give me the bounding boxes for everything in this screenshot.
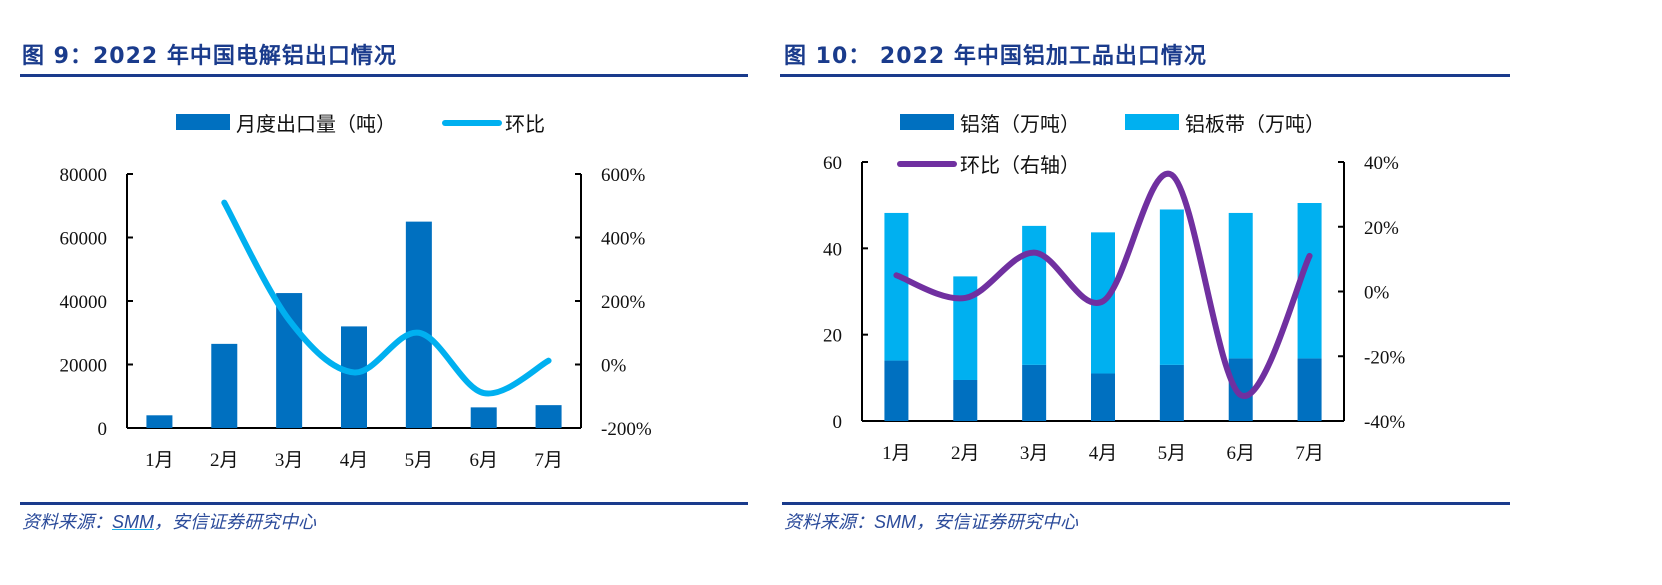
left-tick-label: 60000	[60, 229, 108, 250]
bar	[1022, 225, 1047, 365]
figure-10-panel: 图 10： 2022 年中国铝加工品出口情况 0 20 40 60 -40% -20% 0%…	[780, 0, 1662, 585]
legend-label: 环比（右轴）	[960, 154, 1080, 177]
right-tick-label: 40%	[1364, 153, 1399, 174]
left-tick-label: 0	[98, 419, 108, 440]
figure-9-title: 图 9：2022 年中国电解铝出口情况	[22, 44, 397, 69]
right-tick-label: 600%	[601, 165, 646, 186]
figure-10-chart: 0 20 40 60 -40% -20% 0% 20% 40% 1月 2月 3月 4月 5月 6月 7月 铝箔（…	[823, 113, 1405, 464]
line-series	[893, 170, 1313, 399]
bar	[1091, 373, 1115, 421]
bar	[146, 415, 173, 428]
bar	[276, 293, 303, 428]
right-tick-label: 400%	[601, 229, 646, 250]
bar	[1159, 209, 1184, 365]
x-tick-label: 2月	[210, 450, 239, 471]
figure-9-top-rule	[20, 74, 748, 77]
left-tick-label: 60	[823, 153, 842, 174]
x-tick-label: 5月	[1158, 443, 1187, 464]
x-tick-label: 4月	[340, 450, 369, 471]
figure-10-title: 图 10： 2022 年中国铝加工品出口情况	[784, 44, 1207, 69]
source-suffix: ，安信证券研究中心	[916, 512, 1078, 533]
left-tick-label: 80000	[60, 165, 108, 186]
x-tick-label: 7月	[1295, 443, 1324, 464]
line-series	[221, 199, 552, 397]
bar	[211, 343, 238, 428]
bar	[535, 405, 562, 428]
x-tick-label: 5月	[405, 450, 434, 471]
bar	[884, 212, 909, 361]
x-tick-label: 3月	[1020, 443, 1049, 464]
bar	[405, 221, 432, 428]
legend-swatch	[1125, 114, 1179, 130]
left-tick-label: 40	[823, 239, 842, 260]
figure-10-bottom-rule	[782, 502, 1510, 505]
right-tick-label: 0%	[1364, 283, 1390, 304]
legend-label: 环比	[505, 113, 545, 136]
x-tick-label: 6月	[469, 450, 498, 471]
legend-label: 月度出口量（吨）	[236, 113, 396, 136]
legend-label: 铝箔（万吨）	[960, 113, 1080, 136]
figure-9-panel: 图 9：2022 年中国电解铝出口情况 0 20000 40000 60000 8000…	[0, 0, 780, 585]
bar	[470, 407, 497, 428]
figure-10-source: 资料来源：SMM，安信证券研究中心	[784, 508, 1078, 534]
figure-10-top-rule	[780, 74, 1510, 77]
legend-swatch	[176, 114, 230, 130]
bar	[1159, 364, 1184, 421]
legend-label: 铝板带（万吨）	[1185, 113, 1325, 136]
source-suffix: ，安信证券研究中心	[154, 512, 316, 533]
bar	[1297, 358, 1322, 421]
source-link-smm[interactable]: SMM	[112, 512, 154, 532]
bar	[884, 360, 909, 421]
bar	[1228, 212, 1253, 359]
x-tick-label: 3月	[275, 450, 304, 471]
figure-9-source: 资料来源：SMM，安信证券研究中心	[22, 508, 316, 534]
right-tick-label: 20%	[1364, 218, 1399, 239]
left-tick-label: 20000	[60, 356, 108, 377]
bar	[341, 326, 367, 428]
figure-9-bottom-rule	[20, 502, 748, 505]
x-tick-label: 7月	[534, 450, 563, 471]
left-tick-label: 40000	[60, 292, 108, 313]
x-tick-label: 1月	[882, 443, 911, 464]
right-tick-label: -40%	[1364, 412, 1405, 433]
left-tick-label: 20	[823, 326, 842, 347]
source-prefix: 资料来源：	[22, 512, 112, 533]
bar	[1228, 358, 1253, 421]
source-link-smm[interactable]: SMM	[874, 512, 916, 532]
right-tick-label: -20%	[1364, 347, 1405, 368]
left-tick-label: 0	[833, 412, 843, 433]
right-tick-label: 200%	[601, 292, 646, 313]
x-tick-label: 1月	[145, 450, 174, 471]
x-tick-label: 6月	[1226, 443, 1255, 464]
right-tick-label: -200%	[601, 419, 652, 440]
bar	[953, 379, 978, 421]
x-tick-label: 2月	[951, 443, 980, 464]
x-tick-label: 4月	[1089, 443, 1118, 464]
right-tick-label: 0%	[601, 356, 627, 377]
source-prefix: 资料来源：	[784, 512, 874, 533]
bar	[1022, 364, 1047, 421]
legend-swatch	[900, 114, 954, 130]
figure-9-chart: 0 20000 40000 60000 80000 -200% 0% 200% 400% 600%…	[60, 113, 652, 471]
